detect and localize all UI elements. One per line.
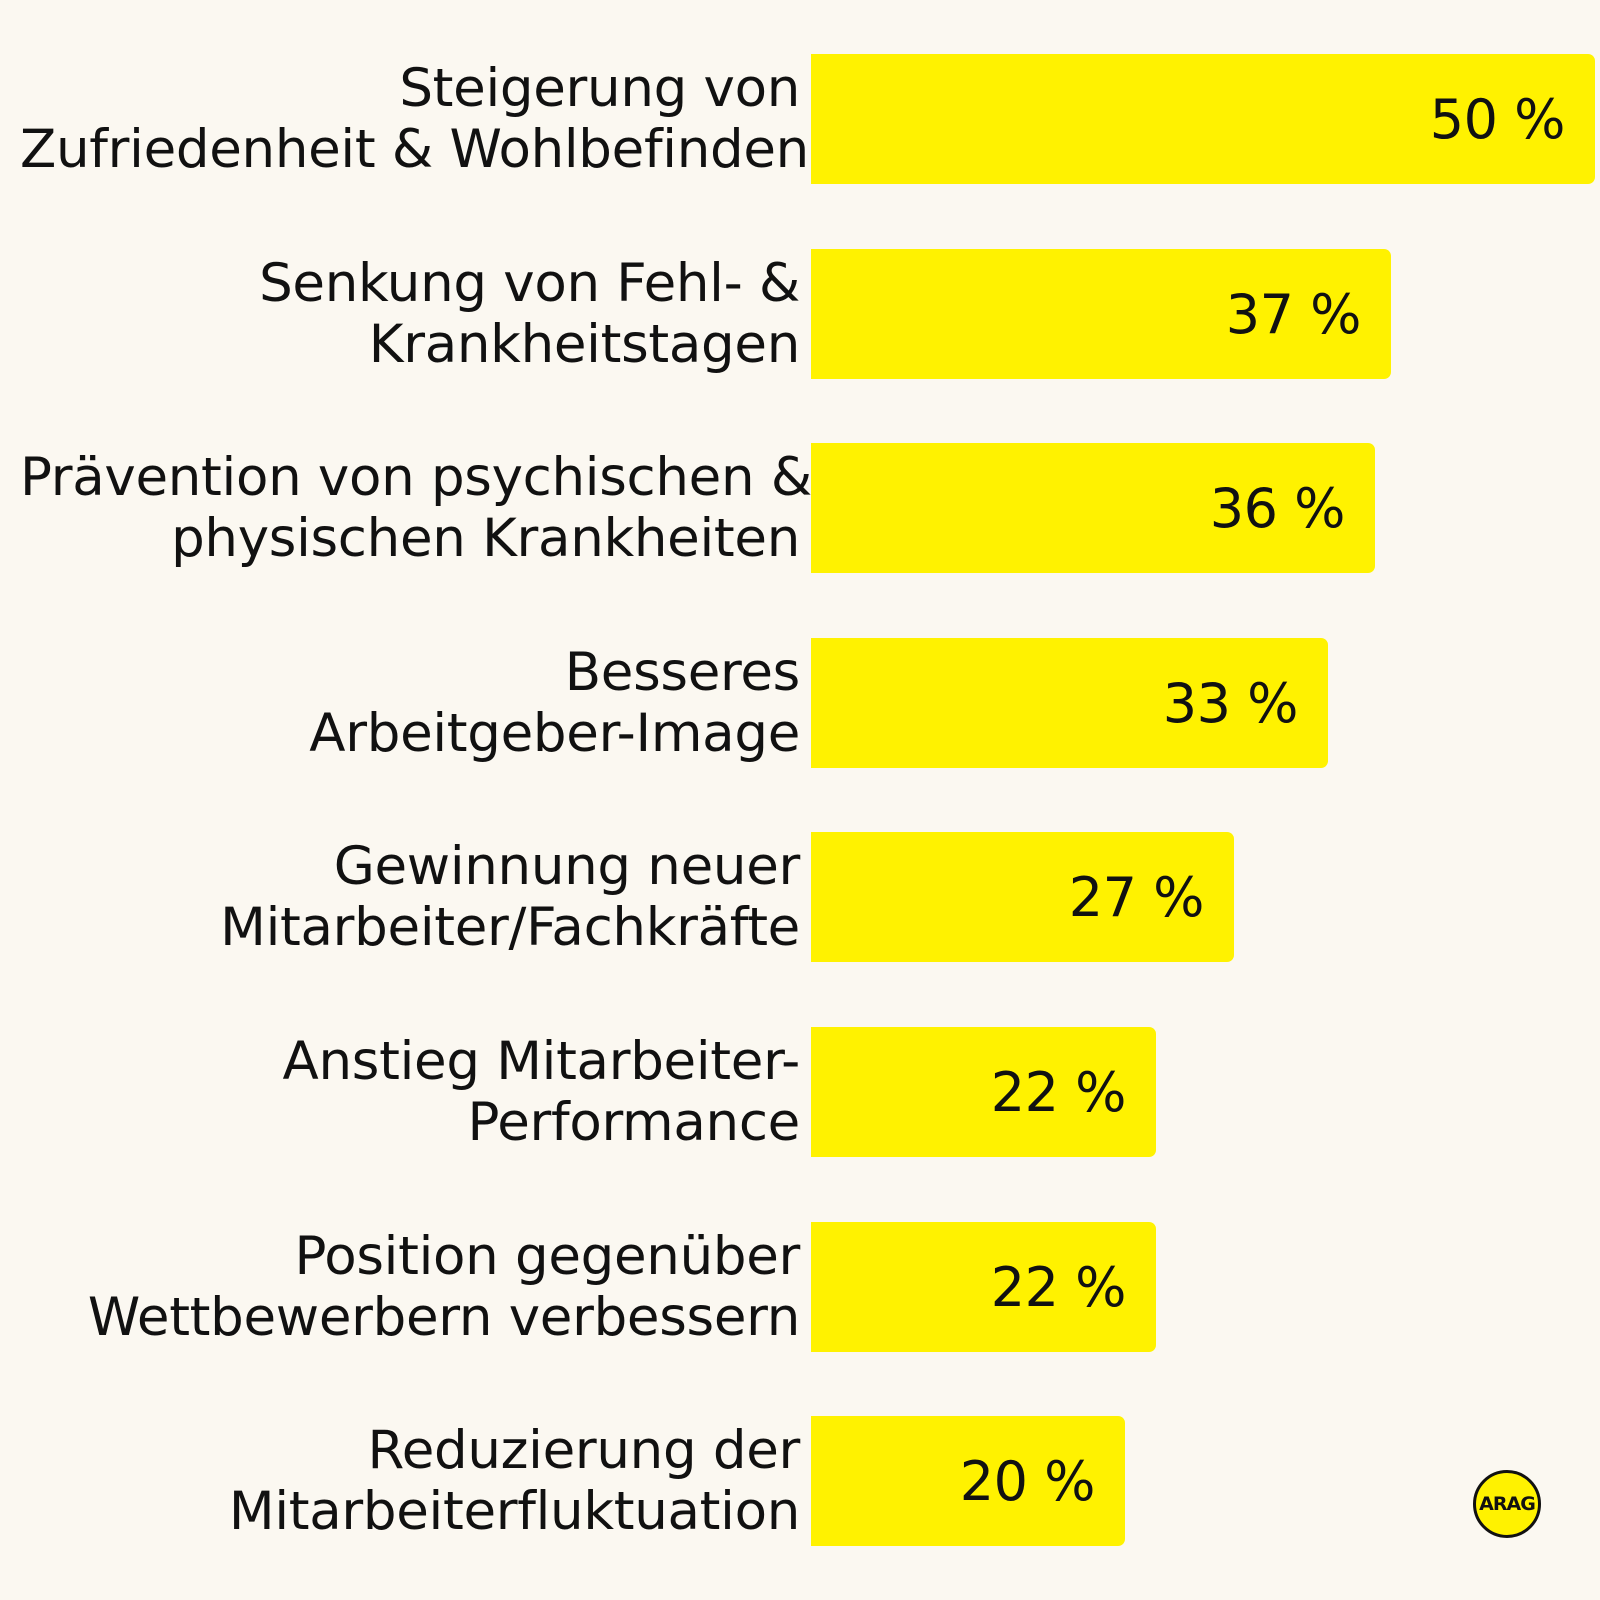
category-label-line: Mitarbeiterfluktuation bbox=[228, 1481, 800, 1543]
category-label-line: physischen Krankheiten bbox=[171, 508, 800, 570]
bar-value-label: 22 % bbox=[990, 1255, 1127, 1319]
bar-value-label: 22 % bbox=[990, 1061, 1127, 1124]
bar-value-label: 20 % bbox=[959, 1450, 1096, 1514]
bar bbox=[811, 443, 1375, 574]
category-label: Steigerung von Zufriedenheit & Wohlbefind… bbox=[20, 58, 809, 180]
category-label: Reduzierung der Mitarbeiterfluktuation bbox=[20, 1420, 800, 1542]
logo-text: ARAG bbox=[1479, 1493, 1536, 1515]
bar-value-label: 33 % bbox=[1162, 671, 1299, 735]
bar-value-label: 50 % bbox=[1429, 88, 1566, 151]
bar bbox=[811, 832, 1234, 963]
category-label-line: Arbeitgeber-Image bbox=[309, 702, 800, 764]
bar bbox=[811, 637, 1328, 768]
category-label: Prävention von psychischen & physischen K… bbox=[20, 447, 812, 570]
category-label-line: Krankheitstagen bbox=[368, 313, 801, 375]
bar-value-label: 37 % bbox=[1225, 282, 1362, 346]
category-label-line: Position gegenüber bbox=[294, 1225, 800, 1287]
bar-value-label: 36 % bbox=[1209, 477, 1346, 541]
bar bbox=[811, 248, 1391, 379]
category-label-line: Prävention von psychischen & bbox=[20, 447, 812, 509]
bar-value-label: 27 % bbox=[1068, 866, 1205, 930]
category-label-line: Senkung von Fehl- & bbox=[259, 252, 800, 314]
bar bbox=[811, 1221, 1156, 1352]
category-label-line: Reduzierung der bbox=[367, 1420, 801, 1482]
category-label: Besseres Arbeitgeber-Image bbox=[20, 642, 800, 764]
category-label: Position gegenüber Wettbewerbern verbesse… bbox=[20, 1226, 800, 1348]
bar bbox=[811, 1416, 1125, 1547]
category-label: Anstieg Mitarbeiter- Performance bbox=[20, 1031, 801, 1153]
category-label: Senkung von Fehl- & Krankheitstagen bbox=[20, 253, 800, 375]
category-label-line: Zufriedenheit & Wohlbefinden bbox=[20, 119, 809, 180]
category-label-line: Besseres bbox=[564, 641, 801, 703]
category-label-line: Steigerung von bbox=[399, 58, 800, 119]
category-label: Gewinnung neuer Mitarbeiter/Fachkräfte bbox=[20, 836, 800, 958]
bar bbox=[811, 1027, 1156, 1157]
category-label-line: Anstieg Mitarbeiter- bbox=[282, 1031, 801, 1092]
category-label-line: Mitarbeiter/Fachkräfte bbox=[220, 897, 800, 959]
category-label-line: Performance bbox=[467, 1092, 800, 1153]
category-label-line: Wettbewerbern verbessern bbox=[87, 1286, 800, 1348]
bar bbox=[811, 54, 1595, 184]
arag-logo: ARAG bbox=[1473, 1470, 1541, 1538]
category-label-line: Gewinnung neuer bbox=[333, 836, 801, 898]
